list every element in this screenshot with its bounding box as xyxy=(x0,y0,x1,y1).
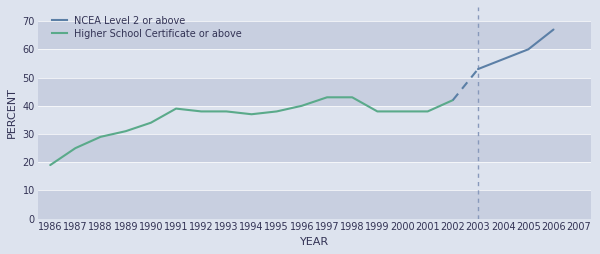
Bar xyxy=(38,134,591,162)
Bar xyxy=(38,190,591,219)
Y-axis label: PERCENT: PERCENT xyxy=(7,87,17,138)
X-axis label: YEAR: YEAR xyxy=(300,237,329,247)
Bar xyxy=(38,21,591,49)
Bar xyxy=(38,77,591,106)
Legend: NCEA Level 2 or above, Higher School Certificate or above: NCEA Level 2 or above, Higher School Cer… xyxy=(48,12,246,42)
